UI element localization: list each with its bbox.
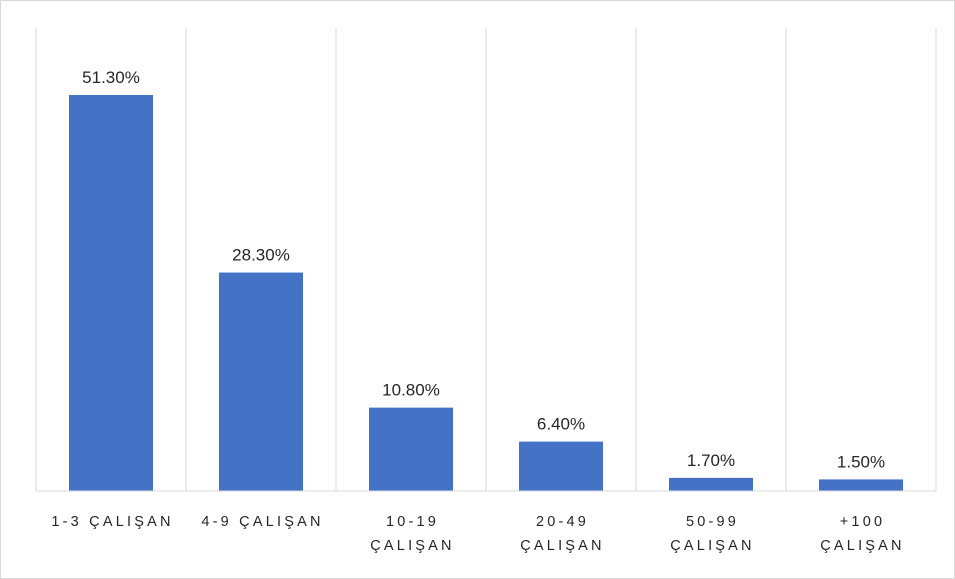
category-labels: 1-3 ÇALIŞAN 4-9 ÇALIŞAN 10-19 ÇALIŞAN 20-49 Ç… [51,514,904,554]
data-label: 51.30% [82,68,140,87]
bars [69,95,903,491]
bar [369,407,453,491]
data-label: 6.40% [537,415,585,434]
bar [519,441,603,491]
category-label: ÇALIŞAN [370,538,454,554]
bar [669,477,753,491]
category-label: 20-49 [536,514,589,530]
bar [69,95,153,491]
data-label: 28.30% [232,246,290,265]
category-gridlines [35,28,937,491]
data-label: 10.80% [382,381,440,400]
category-label: 50-99 [686,514,739,530]
bar [819,479,903,491]
category-label: ÇALIŞAN [520,538,604,554]
category-label: 10-19 [386,514,439,530]
data-label: 1.50% [837,452,885,471]
category-label: 1-3 ÇALIŞAN [51,514,173,530]
category-label: ÇALIŞAN [820,538,904,554]
data-label: 1.70% [687,451,735,470]
category-label: 4-9 ÇALIŞAN [201,514,323,530]
data-labels: 51.30% 28.30% 10.80% 6.40% 1.70% 1.50% [82,68,885,471]
category-label: ÇALIŞAN [670,538,754,554]
category-label: +100 [840,514,885,530]
bar [219,272,303,491]
